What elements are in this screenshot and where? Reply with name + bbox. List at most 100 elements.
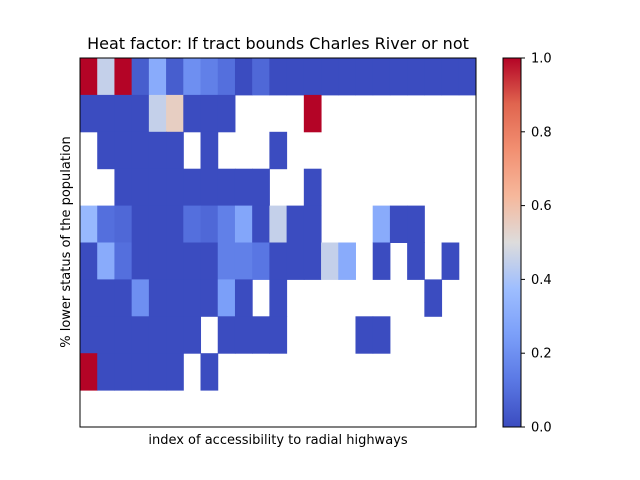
heatmap-cell: [200, 242, 219, 280]
colorbar-tick-label: 0.0: [531, 421, 552, 436]
heatmap-cell: [183, 242, 202, 280]
heatmap-cell: [269, 242, 288, 280]
heatmap-cell: [131, 316, 150, 354]
heatmap-cell: [80, 58, 98, 96]
heatmap-cell: [166, 168, 184, 207]
heatmap-cell: [114, 94, 133, 133]
heatmap-cell: [234, 168, 253, 207]
heatmap-cell: [389, 205, 408, 243]
heatmap-cell: [269, 131, 288, 170]
heatmap-cell: [131, 242, 150, 280]
heatmap-cell: [372, 205, 391, 243]
heatmap-cell: [424, 58, 443, 96]
heatmap-cell: [321, 242, 339, 280]
heatmap-cell: [114, 279, 133, 317]
heatmap-cell: [200, 58, 219, 96]
colorbar-tick-label: 0.6: [531, 199, 552, 214]
heatmap-cell: [131, 94, 150, 133]
heatmap-cell: [148, 279, 167, 317]
heatmap-cell: [114, 242, 133, 280]
heatmap-cell: [407, 242, 425, 280]
heatmap-cell: [131, 58, 150, 96]
heatmap-cell: [148, 205, 167, 243]
heatmap-cell: [148, 94, 167, 133]
heatmap-cell: [183, 316, 202, 354]
heatmap-cell: [97, 279, 115, 317]
heatmap-cell: [441, 58, 460, 96]
plot-frame: [79, 57, 477, 428]
heatmap-cell: [303, 205, 322, 243]
heatmap-cell: [200, 131, 219, 170]
heatmap-cell: [114, 316, 133, 354]
heatmap-cell: [148, 353, 167, 391]
heatmap-cell: [80, 242, 98, 280]
heatmap-cell: [183, 58, 202, 96]
heatmap-cell: [114, 58, 133, 96]
heatmap-cell: [269, 279, 288, 317]
heatmap-cell: [441, 242, 460, 280]
heatmap-cell: [252, 205, 270, 243]
heatmap-cell: [200, 353, 219, 391]
heatmap-cell: [372, 58, 391, 96]
heatmap-cell: [183, 94, 202, 133]
heatmap-cell: [252, 316, 270, 354]
heatmap-cell: [338, 58, 356, 96]
heatmap-cells: [80, 58, 477, 391]
heatmap-cell: [269, 316, 288, 354]
heatmap-cell: [80, 353, 98, 391]
heatmap-cell: [131, 131, 150, 170]
colorbar-tick-label: 1.0: [531, 52, 552, 67]
heatmap-cell: [234, 205, 253, 243]
heatmap-cell: [148, 316, 167, 354]
colorbar-tick-label: 0.8: [531, 125, 552, 140]
heatmap-cell: [372, 242, 391, 280]
heatmap-cell: [166, 353, 184, 391]
heatmap-cell: [338, 242, 356, 280]
heatmap-cell: [200, 279, 219, 317]
heatmap-cell: [114, 131, 133, 170]
heatmap-cell: [97, 316, 115, 354]
heatmap-cell: [97, 353, 115, 391]
heatmap-cell: [166, 58, 184, 96]
heatmap-cell: [458, 58, 477, 96]
heatmap-cell: [80, 279, 98, 317]
heatmap-cell: [217, 316, 236, 354]
heatmap-cell: [114, 353, 133, 391]
heatmap-cell: [252, 168, 270, 207]
heatmap-cell: [166, 94, 184, 133]
heatmap-cell: [303, 168, 322, 207]
heatmap-cell: [372, 316, 391, 354]
heatmap-cell: [183, 279, 202, 317]
colorbar-ticks: 0.0 0.2 0.4 0.6 0.8 1.0: [521, 52, 552, 436]
heatmap-cell: [148, 242, 167, 280]
heatmap-cell: [114, 168, 133, 207]
heatmap-cell: [183, 205, 202, 243]
heatmap-cell: [234, 279, 253, 317]
heatmap-cell: [80, 205, 98, 243]
heatmap-cell: [166, 279, 184, 317]
heatmap-cell: [286, 242, 305, 280]
heatmap-cell: [234, 316, 253, 354]
heatmap-cell: [269, 205, 288, 243]
heatmap-cell: [200, 205, 219, 243]
heatmap-cell: [200, 168, 219, 207]
heatmap-cell: [424, 279, 443, 317]
heatmap-cell: [217, 94, 236, 133]
heatmap-cell: [80, 316, 98, 354]
heatmap-cell: [407, 58, 425, 96]
heatmap-cell: [131, 279, 150, 317]
heatmap-cell: [97, 131, 115, 170]
heatmap-cell: [269, 58, 288, 96]
heatmap-cell: [166, 131, 184, 170]
x-axis-label: index of accessibility to radial highway…: [148, 433, 407, 448]
heatmap-cell: [166, 316, 184, 354]
colorbar-tick-label: 0.2: [531, 347, 552, 362]
heatmap-cell: [303, 242, 322, 280]
heatmap-cell: [217, 205, 236, 243]
heatmap-cell: [97, 58, 115, 96]
colorbar: [502, 57, 522, 428]
heatmap-cell: [303, 58, 322, 96]
heatmap-cell: [166, 205, 184, 243]
heatmap-cell: [97, 205, 115, 243]
